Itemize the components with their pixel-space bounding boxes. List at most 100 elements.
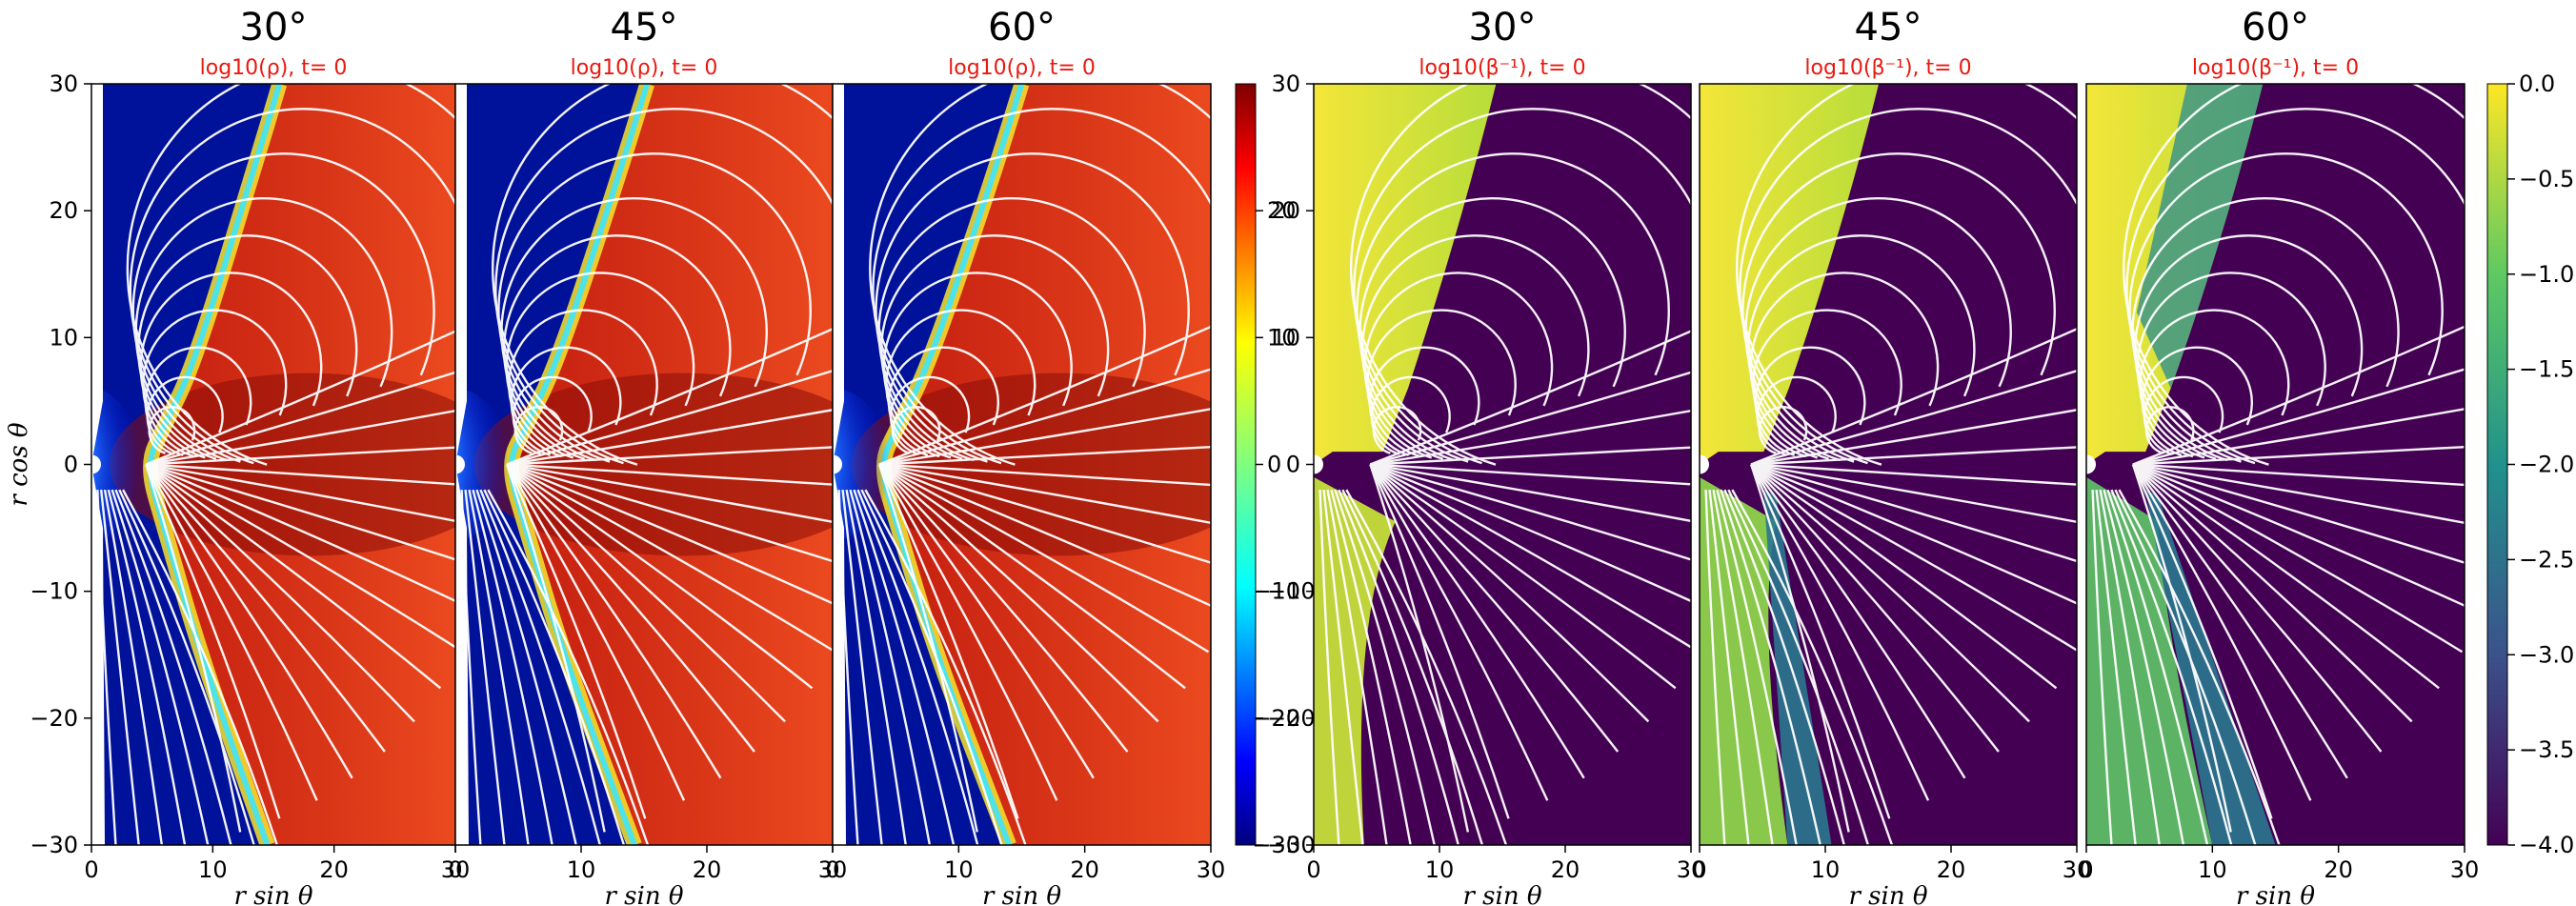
colorbar-tick-label: −4.0	[2519, 832, 2574, 858]
x-tick-label: 30	[441, 856, 471, 883]
field-loop-6	[1746, 234, 1976, 460]
open-field-line-3	[145, 463, 318, 801]
polar-field-line-1	[837, 490, 859, 845]
y-tick-label: −30	[30, 832, 78, 858]
panel-angle-title: 60°	[988, 6, 1056, 50]
open-field-line-14	[878, 408, 1211, 466]
field-loop-3	[510, 346, 622, 456]
open-field-line-11	[146, 463, 455, 523]
field-loop-9	[872, 108, 1211, 465]
polar-field-line-8	[2118, 489, 2281, 845]
open-field-line-9	[506, 463, 833, 605]
colorbar-tick-label: −0.5	[2519, 166, 2574, 192]
field-loop-5	[505, 272, 695, 459]
open-field-line-4	[506, 463, 722, 779]
panel-angle-title: 30°	[240, 6, 308, 50]
open-field-line-16	[506, 327, 833, 466]
panel-1: 0 10 20 30 r sin θ 30 20 10 0 −10 −20 −30 r cos θ	[5, 70, 471, 906]
panel-5: 0 10 20 30 r sin θ	[1692, 83, 2091, 906]
y-tick-label: 30	[1271, 70, 1300, 97]
colorbar-density: 20 10 0 −10 −20 −30	[1235, 83, 1316, 858]
polar-field-line-7	[1341, 489, 1484, 845]
open-field-line-11	[506, 463, 833, 524]
open-field-line-5	[1750, 463, 2000, 753]
open-field-line-8	[506, 463, 833, 652]
polar-region-upper	[1314, 84, 1497, 465]
panel-subtitle: log10(ρ), t= 0	[571, 56, 718, 80]
stellar-glow	[833, 388, 890, 541]
x-tick-label: 0	[84, 856, 98, 883]
streamlines	[1318, 84, 1691, 845]
polar-field-line-4	[2103, 489, 2185, 845]
streamlines	[837, 84, 1211, 845]
field-loop-5	[139, 272, 323, 459]
open-field-line-2	[1369, 464, 1510, 819]
open-field-line-10	[145, 463, 455, 561]
star-marker	[2086, 454, 2096, 474]
open-field-line-13	[2132, 446, 2465, 466]
field-loop-1	[513, 406, 564, 454]
panel-frame	[832, 83, 1212, 846]
open-field-line-4	[145, 463, 353, 779]
open-field-line-12	[146, 463, 455, 486]
field-loop-7	[1744, 197, 2012, 462]
polar-field-line-1	[1704, 490, 1726, 845]
polar-field-line-1	[460, 490, 482, 845]
open-field-line-6	[878, 463, 1159, 723]
open-field-line-15	[1370, 371, 1691, 466]
x-tick-label: 30	[818, 856, 848, 883]
polar-field-line-5	[2106, 489, 2209, 845]
polar-field-line-2	[464, 489, 506, 845]
field-loop-1	[891, 406, 941, 454]
streamlines	[1704, 84, 2077, 845]
open-field-line-2	[877, 464, 1019, 819]
polar-field-line-5	[111, 489, 210, 845]
field-loop-8	[497, 152, 812, 463]
polar-field-line-3	[1326, 489, 1388, 845]
colorbar-tick-label: 0	[1267, 452, 1281, 478]
open-field-line-9	[145, 463, 455, 603]
open-field-line-12	[1370, 463, 1691, 486]
open-field-line-16	[1369, 330, 1691, 466]
colorbar-gradient	[1235, 83, 1257, 846]
equatorial-core	[473, 372, 833, 556]
field-loop-9	[1739, 108, 2077, 465]
star-marker	[91, 454, 101, 474]
open-field-line-7	[145, 463, 442, 690]
field-loop-4	[142, 309, 288, 458]
field-loop-4	[885, 309, 1036, 458]
y-tick-label: 0	[1286, 452, 1300, 478]
open-field-line-16	[1750, 327, 2077, 466]
field-loop-5	[1749, 272, 1940, 459]
polar-field-line-8	[1731, 489, 1894, 845]
polar-field-line-3	[2099, 489, 2161, 845]
open-field-line-4	[2132, 463, 2348, 779]
panel-3: 0 10 20 30 r sin θ	[825, 83, 1225, 906]
polar-field-line-7	[1727, 489, 1870, 845]
open-field-line-8	[145, 463, 455, 649]
open-field-line-10	[1370, 463, 1691, 561]
polar-field-line-2	[1322, 489, 1364, 845]
x-tick-label: 10	[198, 856, 228, 883]
panel-6: 0 10 20 30 r sin θ	[2079, 83, 2479, 906]
x-tick-label: 20	[1937, 856, 1966, 883]
open-field-line-2	[1750, 464, 1891, 819]
field-loop-2	[1756, 375, 1837, 455]
x-tick-label: 0	[1692, 856, 1706, 883]
polar-field-line-1	[96, 490, 117, 845]
y-tick-label: 0	[64, 452, 78, 478]
polar-field-line-4	[849, 489, 932, 845]
colorbar-tick-label: 10	[1267, 324, 1297, 351]
field-loop-2	[889, 375, 971, 455]
streamlines	[460, 84, 833, 845]
open-field-line-8	[1750, 463, 2077, 652]
panel-plot-area	[91, 84, 455, 845]
colorbar-tick-label: −30	[1267, 832, 1316, 858]
panel-4: 0 10 20 30 r sin θ 30 20 10 0 −10 −20 −30	[1252, 70, 1705, 906]
polar-region-lower	[2086, 476, 2213, 845]
field-loop-5	[2136, 272, 2326, 459]
polar-field-line-3	[468, 489, 530, 845]
colorbar-tick-label: −1.0	[2519, 261, 2574, 288]
field-loop-2	[512, 375, 593, 455]
colorbar-gradient	[2486, 83, 2508, 846]
